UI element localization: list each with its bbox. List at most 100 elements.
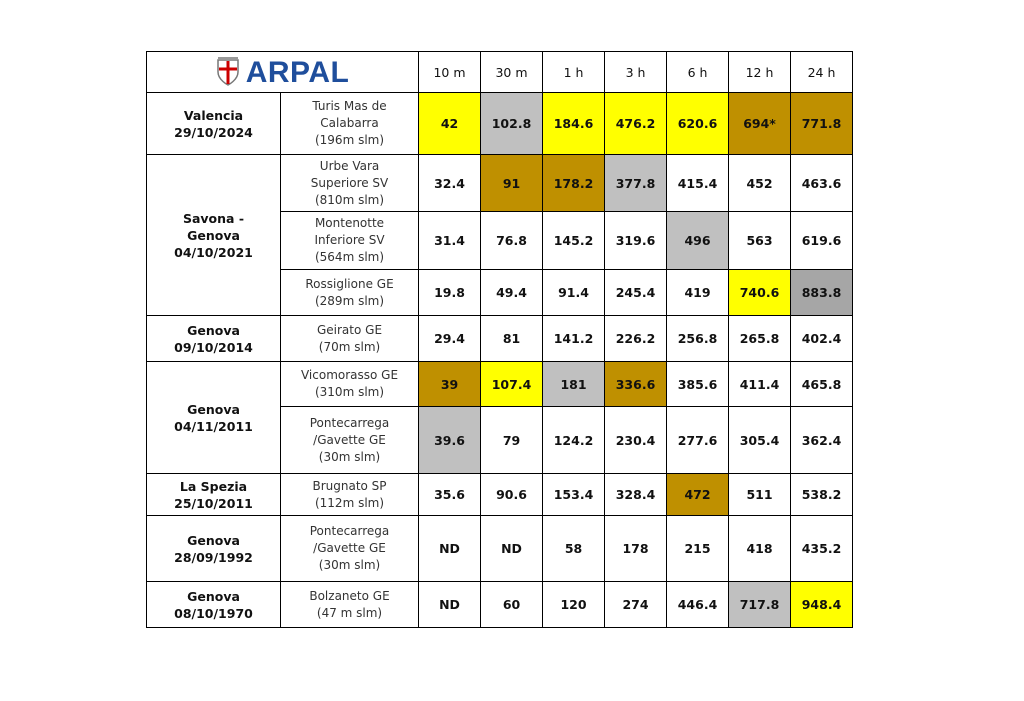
value-cell: 563 — [728, 211, 792, 270]
value-cell: 29.4 — [418, 315, 482, 362]
station-cell: Montenotte Inferiore SV (564m slm) — [279, 211, 420, 270]
value-cell: 19.8 — [418, 269, 482, 316]
value-cell: 476.2 — [604, 92, 668, 155]
value-cell: 415.4 — [666, 154, 730, 212]
value-cell: 377.8 — [604, 154, 668, 212]
station-line: (289m slm) — [314, 293, 385, 308]
value-cell: 362.4 — [790, 406, 854, 474]
value-cell: 472 — [666, 473, 730, 516]
value-cell: 463.6 — [790, 154, 854, 212]
value-cell: 145.2 — [542, 211, 606, 270]
event-cell: Genova 08/10/1970 — [146, 581, 281, 628]
station-line: Inferiore SV — [314, 233, 385, 247]
value-cell: 39 — [418, 361, 482, 407]
value-cell: 76.8 — [480, 211, 544, 270]
station-line: (112m slm) — [314, 495, 385, 510]
value-cell: 465.8 — [790, 361, 854, 407]
value-cell: 31.4 — [418, 211, 482, 270]
value-cell: 81 — [480, 315, 544, 362]
event-cell: Genova 28/09/1992 — [146, 515, 281, 582]
value-cell: 771.8 — [790, 92, 854, 155]
event-line: 25/10/2011 — [174, 495, 253, 511]
value-cell: 215 — [666, 515, 730, 582]
value-cell: 717.8 — [728, 581, 792, 628]
value-cell: 948.4 — [790, 581, 854, 628]
value-cell: 226.2 — [604, 315, 668, 362]
station-line: (70m slm) — [318, 339, 381, 354]
station-row: Genova 04/11/2011 Vicomorasso GE (310m slm)… — [146, 361, 854, 474]
station-line: (30m slm) — [318, 449, 381, 464]
value-cell: 124.2 — [542, 406, 606, 474]
station-line: /Gavette GE — [313, 432, 386, 447]
station-line: Superiore SV — [310, 175, 389, 190]
station-line: Bolzaneto GE — [309, 588, 390, 603]
value-cell: 511 — [728, 473, 792, 516]
logo-shield — [216, 57, 239, 86]
station-row: Genova 08/10/1970 Bolzaneto GE (47 m slm) ND… — [146, 581, 854, 628]
station-line: Pontecarrega — [309, 415, 390, 430]
value-cell: 446.4 — [666, 581, 730, 628]
value-cell: 153.4 — [542, 473, 606, 516]
value-cell: 305.4 — [728, 406, 792, 474]
value-cell: 336.6 — [604, 361, 668, 407]
station-cell: Turis Mas de Calabarra (196m slm) — [279, 92, 420, 155]
station-row: Savona - Genova 04/10/2021 Urbe Vara Superio… — [146, 154, 854, 316]
event-line: 28/09/1992 — [174, 549, 253, 565]
station-line: /Gavette GE — [313, 541, 386, 555]
station-line: Turis Mas de — [312, 99, 387, 113]
value-cell: 58 — [542, 515, 606, 582]
station-line: Rossiglione GE — [305, 276, 394, 291]
station-row: Genova 28/09/1992 Pontecarrega/Gavette GE (… — [146, 515, 854, 582]
value-cell: 230.4 — [604, 406, 668, 474]
event-line: Genova — [187, 322, 240, 338]
station-row: Genova 09/10/2014 Geirato GE (70m slm) 29.4 8… — [146, 315, 854, 362]
station-line: Montenotte — [314, 216, 385, 230]
station-cell: Brugnato SP (112m slm) — [279, 473, 420, 516]
value-cell: 694* — [728, 92, 792, 155]
value-cell: 90.6 — [480, 473, 544, 516]
value-cell: 256.8 — [666, 315, 730, 362]
column-header: 3 h — [604, 51, 668, 93]
value-cell: 319.6 — [604, 211, 668, 270]
value-cell: 419 — [666, 269, 730, 316]
value-cell: 91 — [480, 154, 544, 212]
event-cell: Savona - Genova 04/10/2021 — [146, 154, 281, 316]
station-line: Pontecarrega — [309, 524, 390, 538]
column-header: 6 h — [666, 51, 730, 93]
value-cell: 620.6 — [666, 92, 730, 155]
value-cell: 411.4 — [728, 361, 792, 407]
station-line: (30m slm) — [318, 558, 381, 572]
station-line: Calabarra — [320, 116, 379, 130]
value-cell: ND — [418, 581, 482, 628]
station-cell: Bolzaneto GE (47 m slm) — [279, 581, 420, 628]
value-cell: 42 — [418, 92, 482, 155]
event-line: Genova — [187, 532, 240, 548]
station-line: Vicomorasso GE — [300, 368, 399, 382]
value-cell: 91.4 — [542, 269, 606, 316]
value-cell: 178.2 — [542, 154, 606, 212]
column-header: 12 h — [728, 51, 792, 93]
value-cell: 385.6 — [666, 361, 730, 407]
value-cell: 141.2 — [542, 315, 606, 362]
column-header: 1 h — [542, 51, 606, 93]
value-cell: 883.8 — [790, 269, 854, 316]
event-line: Savona - — [182, 210, 245, 226]
value-cell: 452 — [728, 154, 792, 212]
logo-text: ARPAL — [245, 55, 350, 89]
value-cell: 265.8 — [728, 315, 792, 362]
event-line: 04/10/2021 — [174, 244, 253, 260]
value-cell: ND — [418, 515, 482, 582]
column-header: 24 h — [790, 51, 854, 93]
event-line: Genova — [187, 227, 240, 243]
value-cell: 107.4 — [480, 361, 544, 407]
event-line: Valencia — [183, 107, 244, 123]
value-cell: 178 — [604, 515, 668, 582]
value-cell: 435.2 — [790, 515, 854, 582]
station-line: (47 m slm) — [316, 605, 383, 620]
station-cell: Pontecarrega/Gavette GE (30m slm) — [279, 406, 420, 474]
station-row: Pontecarrega/Gavette GE (30m slm) 39.6 79 12… — [147, 406, 854, 474]
value-cell: 277.6 — [666, 406, 730, 474]
value-cell: ND — [480, 515, 544, 582]
